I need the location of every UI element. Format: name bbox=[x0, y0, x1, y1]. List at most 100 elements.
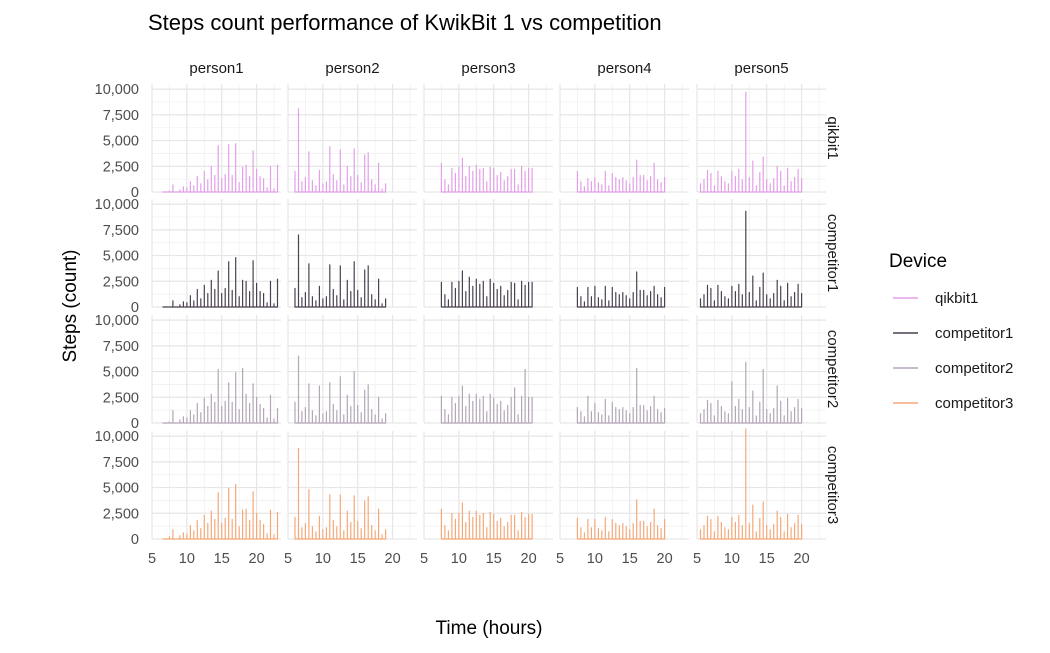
y-tick-label: 7,500 bbox=[103, 223, 139, 239]
facet-panel-competitor2-person2 bbox=[287, 315, 417, 424]
facet-column-label-person2: person2 bbox=[325, 60, 379, 77]
y-tick-label: 10,000 bbox=[95, 429, 139, 445]
y-tick-label: 0 bbox=[131, 185, 139, 201]
facet-panel-competitor1-person4 bbox=[559, 199, 689, 308]
x-tick-label: 10 bbox=[451, 551, 467, 567]
facet-panel-qikbit1-person5 bbox=[696, 84, 826, 193]
series-line-competitor1-person4 bbox=[576, 271, 666, 308]
facet-panel-competitor2-person3 bbox=[423, 315, 553, 424]
facet-panel-competitor3-person2 bbox=[287, 431, 417, 540]
x-tick-label: 10 bbox=[179, 551, 195, 567]
series-line-competitor3-person4 bbox=[576, 499, 666, 540]
y-tick-label: 5,000 bbox=[103, 134, 139, 150]
y-tick-label: 10,000 bbox=[95, 197, 139, 213]
chart-title: Steps count performance of KwikBit 1 vs … bbox=[148, 10, 662, 35]
x-tick-label: 15 bbox=[350, 551, 366, 567]
x-tick-label: 10 bbox=[587, 551, 603, 567]
series-line-competitor3-person2 bbox=[294, 447, 387, 540]
y-tick-label: 0 bbox=[131, 416, 139, 432]
legend-label-qikbit1: qikbit1 bbox=[935, 290, 978, 307]
legend-label-competitor1: competitor1 bbox=[935, 325, 1013, 342]
facet-panel-qikbit1-person1 bbox=[151, 84, 281, 193]
series-line-competitor1-person5 bbox=[699, 210, 803, 308]
series-line-competitor1-person3 bbox=[440, 270, 533, 308]
facet-panel-competitor2-person1 bbox=[151, 315, 281, 424]
facet-panel-competitor1-person3 bbox=[423, 199, 553, 308]
series-line-competitor2-person2 bbox=[294, 355, 387, 424]
series-line-qikbit1-person3 bbox=[440, 157, 533, 193]
y-tick-label: 10,000 bbox=[95, 82, 139, 98]
series-line-qikbit1-person1 bbox=[162, 143, 279, 193]
legend: qikbit1 competitor1 competitor2 competitor3 bbox=[893, 290, 1013, 412]
y-tick-label: 5,000 bbox=[103, 249, 139, 265]
series-line-competitor2-person1 bbox=[162, 367, 279, 424]
x-tick-label: 10 bbox=[315, 551, 331, 567]
series-line-qikbit1-person5 bbox=[699, 91, 803, 193]
series-line-competitor3-person1 bbox=[162, 483, 279, 540]
facet-panel-competitor3-person1 bbox=[151, 431, 281, 540]
legend-label-competitor2: competitor2 bbox=[935, 360, 1013, 377]
series-line-competitor2-person5 bbox=[699, 361, 803, 424]
series-line-competitor3-person5 bbox=[699, 428, 803, 540]
x-tick-label: 5 bbox=[284, 551, 292, 567]
y-tick-label: 7,500 bbox=[103, 339, 139, 355]
legend-title: Device bbox=[889, 251, 947, 272]
facet-column-label-person5: person5 bbox=[734, 60, 788, 77]
series-line-qikbit1-person4 bbox=[576, 159, 666, 193]
facet-row-label-competitor1: competitor1 bbox=[824, 214, 841, 292]
facet-panel-qikbit1-person3 bbox=[423, 84, 553, 193]
y-tick-label: 0 bbox=[131, 300, 139, 316]
y-tick-label: 10,000 bbox=[95, 313, 139, 329]
facet-panel-competitor1-person2 bbox=[287, 199, 417, 308]
facet-panel-competitor3-person3 bbox=[423, 431, 553, 540]
series-line-qikbit1-person2 bbox=[294, 108, 387, 193]
y-tick-label: 2,500 bbox=[103, 506, 139, 522]
x-tick-label: 15 bbox=[214, 551, 230, 567]
y-axis-label: Steps (count) bbox=[60, 250, 81, 363]
series-line-competitor2-person4 bbox=[576, 367, 666, 424]
x-tick-label: 20 bbox=[385, 551, 401, 567]
x-tick-label: 20 bbox=[521, 551, 537, 567]
facet-panel-competitor3-person4 bbox=[559, 431, 689, 540]
facet-panels: person1 person2 person3 person4 person5 qikbi… bbox=[95, 60, 841, 567]
facet-row-label-competitor2: competitor2 bbox=[824, 330, 841, 408]
x-tick-label: 15 bbox=[486, 551, 502, 567]
series-line-competitor2-person3 bbox=[440, 368, 533, 424]
x-tick-label: 5 bbox=[148, 551, 156, 567]
x-tick-label: 20 bbox=[249, 551, 265, 567]
facet-column-label-person1: person1 bbox=[189, 60, 243, 77]
facet-panel-competitor1-person5 bbox=[696, 199, 826, 308]
facet-column-label-person3: person3 bbox=[461, 60, 515, 77]
x-axis-label: Time (hours) bbox=[436, 618, 543, 639]
y-tick-label: 5,000 bbox=[103, 365, 139, 381]
y-tick-label: 2,500 bbox=[103, 390, 139, 406]
y-tick-label: 2,500 bbox=[103, 159, 139, 175]
facet-row-label-competitor3: competitor3 bbox=[824, 446, 841, 524]
x-tick-label: 5 bbox=[420, 551, 428, 567]
x-tick-label: 15 bbox=[622, 551, 638, 567]
facet-panel-competitor3-person5 bbox=[696, 428, 826, 540]
facet-panel-competitor2-person5 bbox=[696, 315, 826, 424]
legend-label-competitor3: competitor3 bbox=[935, 395, 1013, 412]
x-tick-label: 5 bbox=[556, 551, 564, 567]
x-tick-label: 15 bbox=[759, 551, 775, 567]
y-tick-label: 7,500 bbox=[103, 455, 139, 471]
x-tick-label: 10 bbox=[724, 551, 740, 567]
series-line-competitor1-person1 bbox=[162, 257, 279, 308]
y-tick-label: 2,500 bbox=[103, 274, 139, 290]
facet-panel-competitor2-person4 bbox=[559, 315, 689, 424]
x-tick-label: 20 bbox=[657, 551, 673, 567]
y-tick-label: 0 bbox=[131, 532, 139, 548]
x-tick-label: 20 bbox=[794, 551, 810, 567]
y-tick-label: 5,000 bbox=[103, 481, 139, 497]
facet-row-label-qikbit1: qikbit1 bbox=[824, 116, 841, 159]
x-tick-label: 5 bbox=[693, 551, 701, 567]
facet-panel-competitor1-person1 bbox=[151, 199, 281, 308]
facet-panel-qikbit1-person2 bbox=[287, 84, 417, 193]
facet-panel-qikbit1-person4 bbox=[559, 84, 689, 193]
y-tick-label: 7,500 bbox=[103, 108, 139, 124]
series-line-competitor3-person3 bbox=[440, 502, 533, 540]
series-line-competitor1-person2 bbox=[294, 234, 387, 308]
